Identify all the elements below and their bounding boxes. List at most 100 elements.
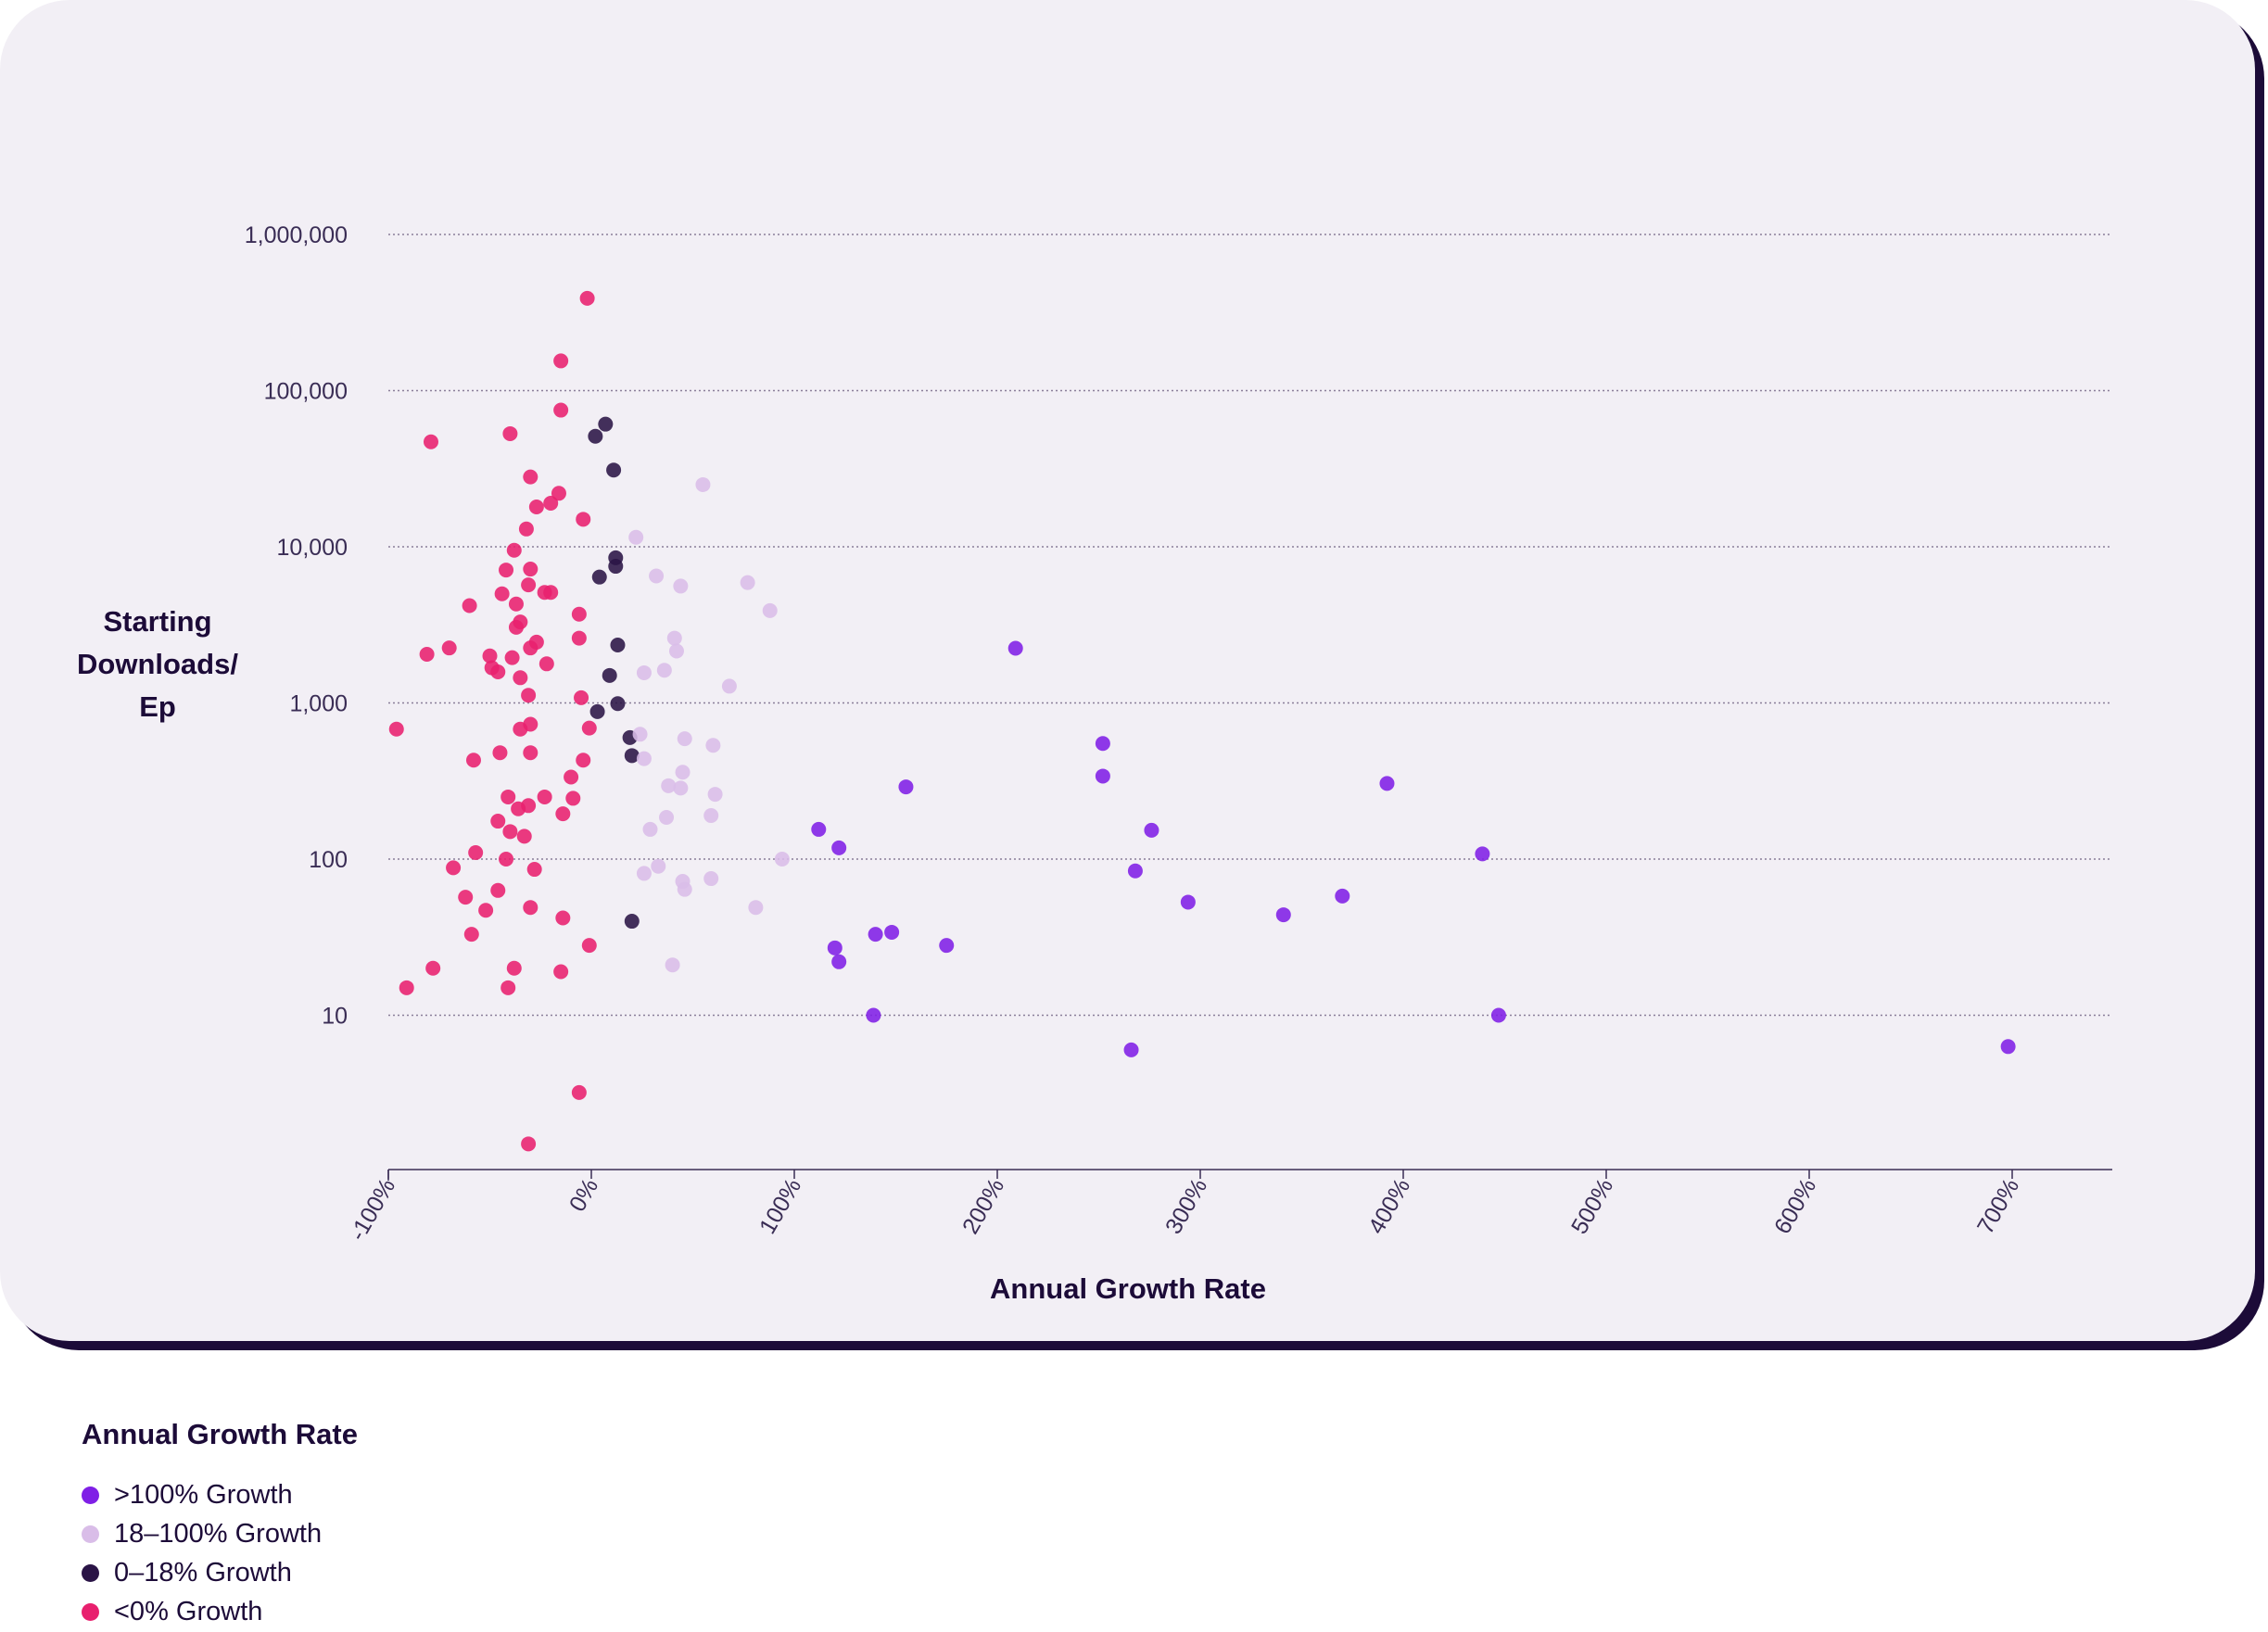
legend: Annual Growth Rate >100% Growth 18–100% … xyxy=(82,1418,358,1631)
data-point xyxy=(543,496,559,512)
x-tick-label: 500% xyxy=(1566,1174,1618,1238)
data-point xyxy=(588,428,603,444)
y-tick-label: 100 xyxy=(309,847,348,873)
data-point xyxy=(675,765,691,780)
data-point xyxy=(651,858,666,874)
y-tick-label: 10 xyxy=(322,1004,348,1030)
data-point xyxy=(523,900,538,916)
data-point xyxy=(740,575,755,590)
legend-item-0-18: 0–18% Growth xyxy=(82,1553,358,1592)
data-point xyxy=(721,678,737,694)
data-point xyxy=(521,1136,537,1152)
data-point xyxy=(642,821,658,837)
data-point xyxy=(523,562,538,577)
data-point xyxy=(511,801,526,816)
y-tick-label: 10,000 xyxy=(277,535,348,561)
data-point xyxy=(589,703,605,719)
x-tick-label: 400% xyxy=(1363,1174,1415,1238)
data-point xyxy=(555,910,571,926)
legend-swatch-negative xyxy=(82,1602,99,1621)
data-point xyxy=(624,914,640,930)
x-tick-label: 100% xyxy=(754,1174,806,1238)
y-axis-title-line-3: Ep xyxy=(139,690,176,723)
x-tick-label: 600% xyxy=(1769,1174,1821,1238)
data-point xyxy=(571,630,587,646)
data-point xyxy=(668,643,684,659)
legend-item-negative: <0% Growth xyxy=(82,1592,358,1631)
data-point xyxy=(624,748,640,764)
data-point xyxy=(513,670,528,686)
data-point xyxy=(516,829,532,844)
data-point xyxy=(576,512,591,527)
data-point xyxy=(521,688,537,703)
data-point xyxy=(543,585,559,601)
data-point xyxy=(656,663,672,678)
legend-swatch-0-18 xyxy=(82,1563,99,1582)
legend-label-negative: <0% Growth xyxy=(114,1596,263,1626)
data-point xyxy=(1275,907,1291,923)
data-point xyxy=(499,563,514,578)
data-point xyxy=(939,938,955,954)
data-point xyxy=(636,751,652,766)
data-point xyxy=(458,890,474,905)
data-point xyxy=(598,416,614,432)
data-point xyxy=(553,964,569,980)
x-tick-labels: -100% 0% 100% 200% 300% 400% 500% 600% 700% xyxy=(345,1170,2024,1246)
legend-label-18-100: 18–100% Growth xyxy=(114,1518,323,1549)
data-point xyxy=(581,720,597,736)
legend-label-0-18: 0–18% Growth xyxy=(114,1557,292,1588)
data-point xyxy=(571,1084,587,1100)
data-point xyxy=(608,559,624,575)
data-point xyxy=(564,769,579,785)
data-point xyxy=(1095,736,1110,752)
data-point xyxy=(499,852,514,867)
data-point xyxy=(538,656,554,672)
gridlines xyxy=(388,234,2112,1017)
data-point xyxy=(636,664,652,680)
y-axis-title-line-1: Starting xyxy=(103,605,212,638)
data-point xyxy=(610,637,626,652)
data-point xyxy=(446,860,462,876)
data-point xyxy=(666,630,682,646)
data-point xyxy=(703,808,719,824)
data-point xyxy=(523,469,538,485)
legend-swatch-18-100 xyxy=(82,1524,99,1543)
x-tick-label: -100% xyxy=(345,1174,400,1246)
data-point xyxy=(478,903,494,918)
data-point xyxy=(553,353,569,369)
data-point xyxy=(425,960,441,976)
data-point xyxy=(673,780,689,796)
data-point xyxy=(581,938,597,954)
data-point xyxy=(762,602,778,618)
data-point xyxy=(1123,1042,1139,1057)
data-point xyxy=(523,716,538,732)
data-point xyxy=(661,778,677,793)
scatter-chart: 10 100 1,000 10,000 100,000 1,000,000 -100% 0%… xyxy=(245,222,2112,1305)
data-point xyxy=(423,434,438,449)
data-point xyxy=(468,845,484,861)
data-point xyxy=(508,619,524,635)
data-point xyxy=(565,791,581,806)
data-point xyxy=(528,499,544,514)
data-point xyxy=(441,640,457,656)
data-point xyxy=(465,753,481,768)
data-point xyxy=(866,1007,881,1023)
data-point xyxy=(523,745,538,761)
data-point xyxy=(677,881,692,897)
data-point xyxy=(659,809,675,825)
data-point xyxy=(502,824,518,840)
x-tick-label: 300% xyxy=(1160,1174,1212,1238)
data-point xyxy=(490,664,506,680)
data-point xyxy=(1127,863,1143,879)
data-point xyxy=(591,569,607,585)
data-point xyxy=(500,980,516,995)
data-point xyxy=(1180,894,1196,910)
data-point xyxy=(523,640,538,656)
data-point xyxy=(831,840,847,855)
data-point xyxy=(649,568,665,584)
data-point xyxy=(388,721,404,737)
data-point xyxy=(703,871,719,887)
data-point xyxy=(490,882,506,898)
data-point xyxy=(632,727,648,742)
data-point xyxy=(537,789,552,804)
